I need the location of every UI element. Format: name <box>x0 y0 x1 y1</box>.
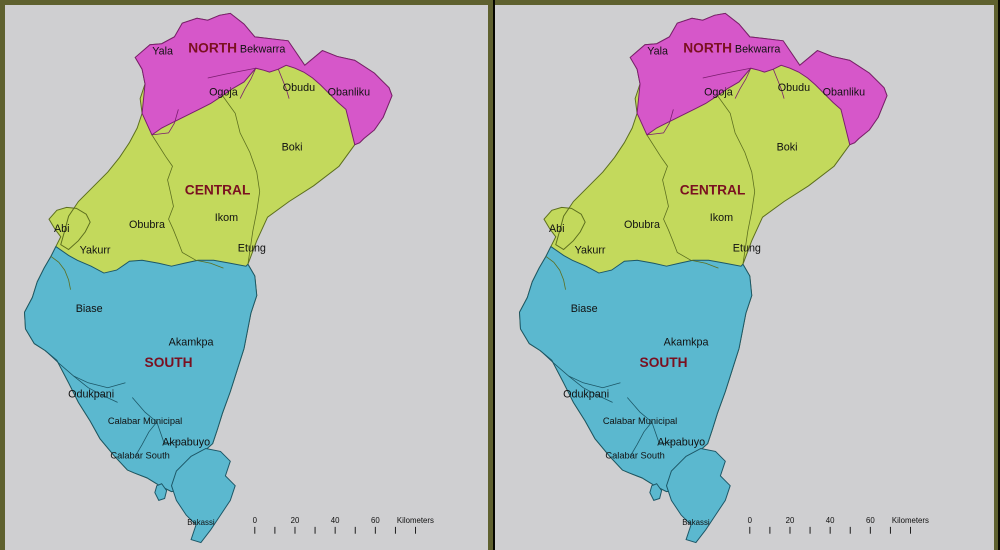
svg-text:60: 60 <box>866 516 875 525</box>
svg-text:Yakurr: Yakurr <box>80 244 111 256</box>
svg-text:Calabar Municipal: Calabar Municipal <box>603 416 677 426</box>
svg-text:Yala: Yala <box>647 46 668 58</box>
svg-text:Akpabuyo: Akpabuyo <box>657 437 705 449</box>
svg-text:60: 60 <box>371 516 380 525</box>
svg-text:Akamkpa: Akamkpa <box>169 337 214 349</box>
svg-text:Bakassi: Bakassi <box>187 518 215 527</box>
svg-text:0: 0 <box>748 516 753 525</box>
svg-text:SOUTH: SOUTH <box>145 355 193 370</box>
svg-text:Yakurr: Yakurr <box>575 244 606 256</box>
svg-text:Obanliku: Obanliku <box>328 87 371 99</box>
svg-text:Abi: Abi <box>549 223 565 235</box>
svg-text:Abi: Abi <box>54 223 70 235</box>
svg-text:Ikom: Ikom <box>710 212 733 224</box>
svg-text:Etung: Etung <box>238 242 266 254</box>
svg-text:Kilometers: Kilometers <box>892 516 929 525</box>
svg-text:Bekwarra: Bekwarra <box>240 44 285 56</box>
svg-text:Bekwarra: Bekwarra <box>735 44 780 56</box>
svg-text:Odukpani: Odukpani <box>68 389 114 401</box>
svg-text:Obanliku: Obanliku <box>823 87 866 99</box>
svg-text:40: 40 <box>331 516 340 525</box>
svg-text:20: 20 <box>786 516 795 525</box>
svg-text:Etung: Etung <box>733 242 761 254</box>
svg-text:Akamkpa: Akamkpa <box>664 337 709 349</box>
svg-text:Boki: Boki <box>777 142 798 154</box>
svg-text:Obudu: Obudu <box>283 82 315 94</box>
svg-text:CENTRAL: CENTRAL <box>185 183 251 198</box>
svg-text:Obubra: Obubra <box>129 219 165 231</box>
svg-text:Akpabuyo: Akpabuyo <box>162 437 210 449</box>
svg-text:Obudu: Obudu <box>778 82 810 94</box>
svg-text:Biase: Biase <box>571 303 598 315</box>
svg-text:Odukpani: Odukpani <box>563 389 609 401</box>
svg-text:NORTH: NORTH <box>683 41 732 56</box>
svg-text:Calabar Municipal: Calabar Municipal <box>108 416 182 426</box>
svg-text:Ikom: Ikom <box>215 212 238 224</box>
svg-text:Kilometers: Kilometers <box>397 516 434 525</box>
svg-text:SOUTH: SOUTH <box>640 355 688 370</box>
svg-text:Boki: Boki <box>282 142 303 154</box>
svg-text:0: 0 <box>253 516 258 525</box>
svg-text:40: 40 <box>826 516 835 525</box>
svg-text:Biase: Biase <box>76 303 103 315</box>
svg-text:Ogoja: Ogoja <box>209 87 238 99</box>
svg-text:Obubra: Obubra <box>624 219 660 231</box>
svg-text:Yala: Yala <box>152 46 173 58</box>
svg-text:Ogoja: Ogoja <box>704 87 733 99</box>
svg-text:Calabar South: Calabar South <box>605 450 664 460</box>
svg-text:Calabar South: Calabar South <box>110 450 169 460</box>
svg-text:20: 20 <box>291 516 300 525</box>
svg-text:Bakassi: Bakassi <box>682 518 710 527</box>
svg-text:NORTH: NORTH <box>188 41 237 56</box>
svg-text:CENTRAL: CENTRAL <box>680 183 746 198</box>
